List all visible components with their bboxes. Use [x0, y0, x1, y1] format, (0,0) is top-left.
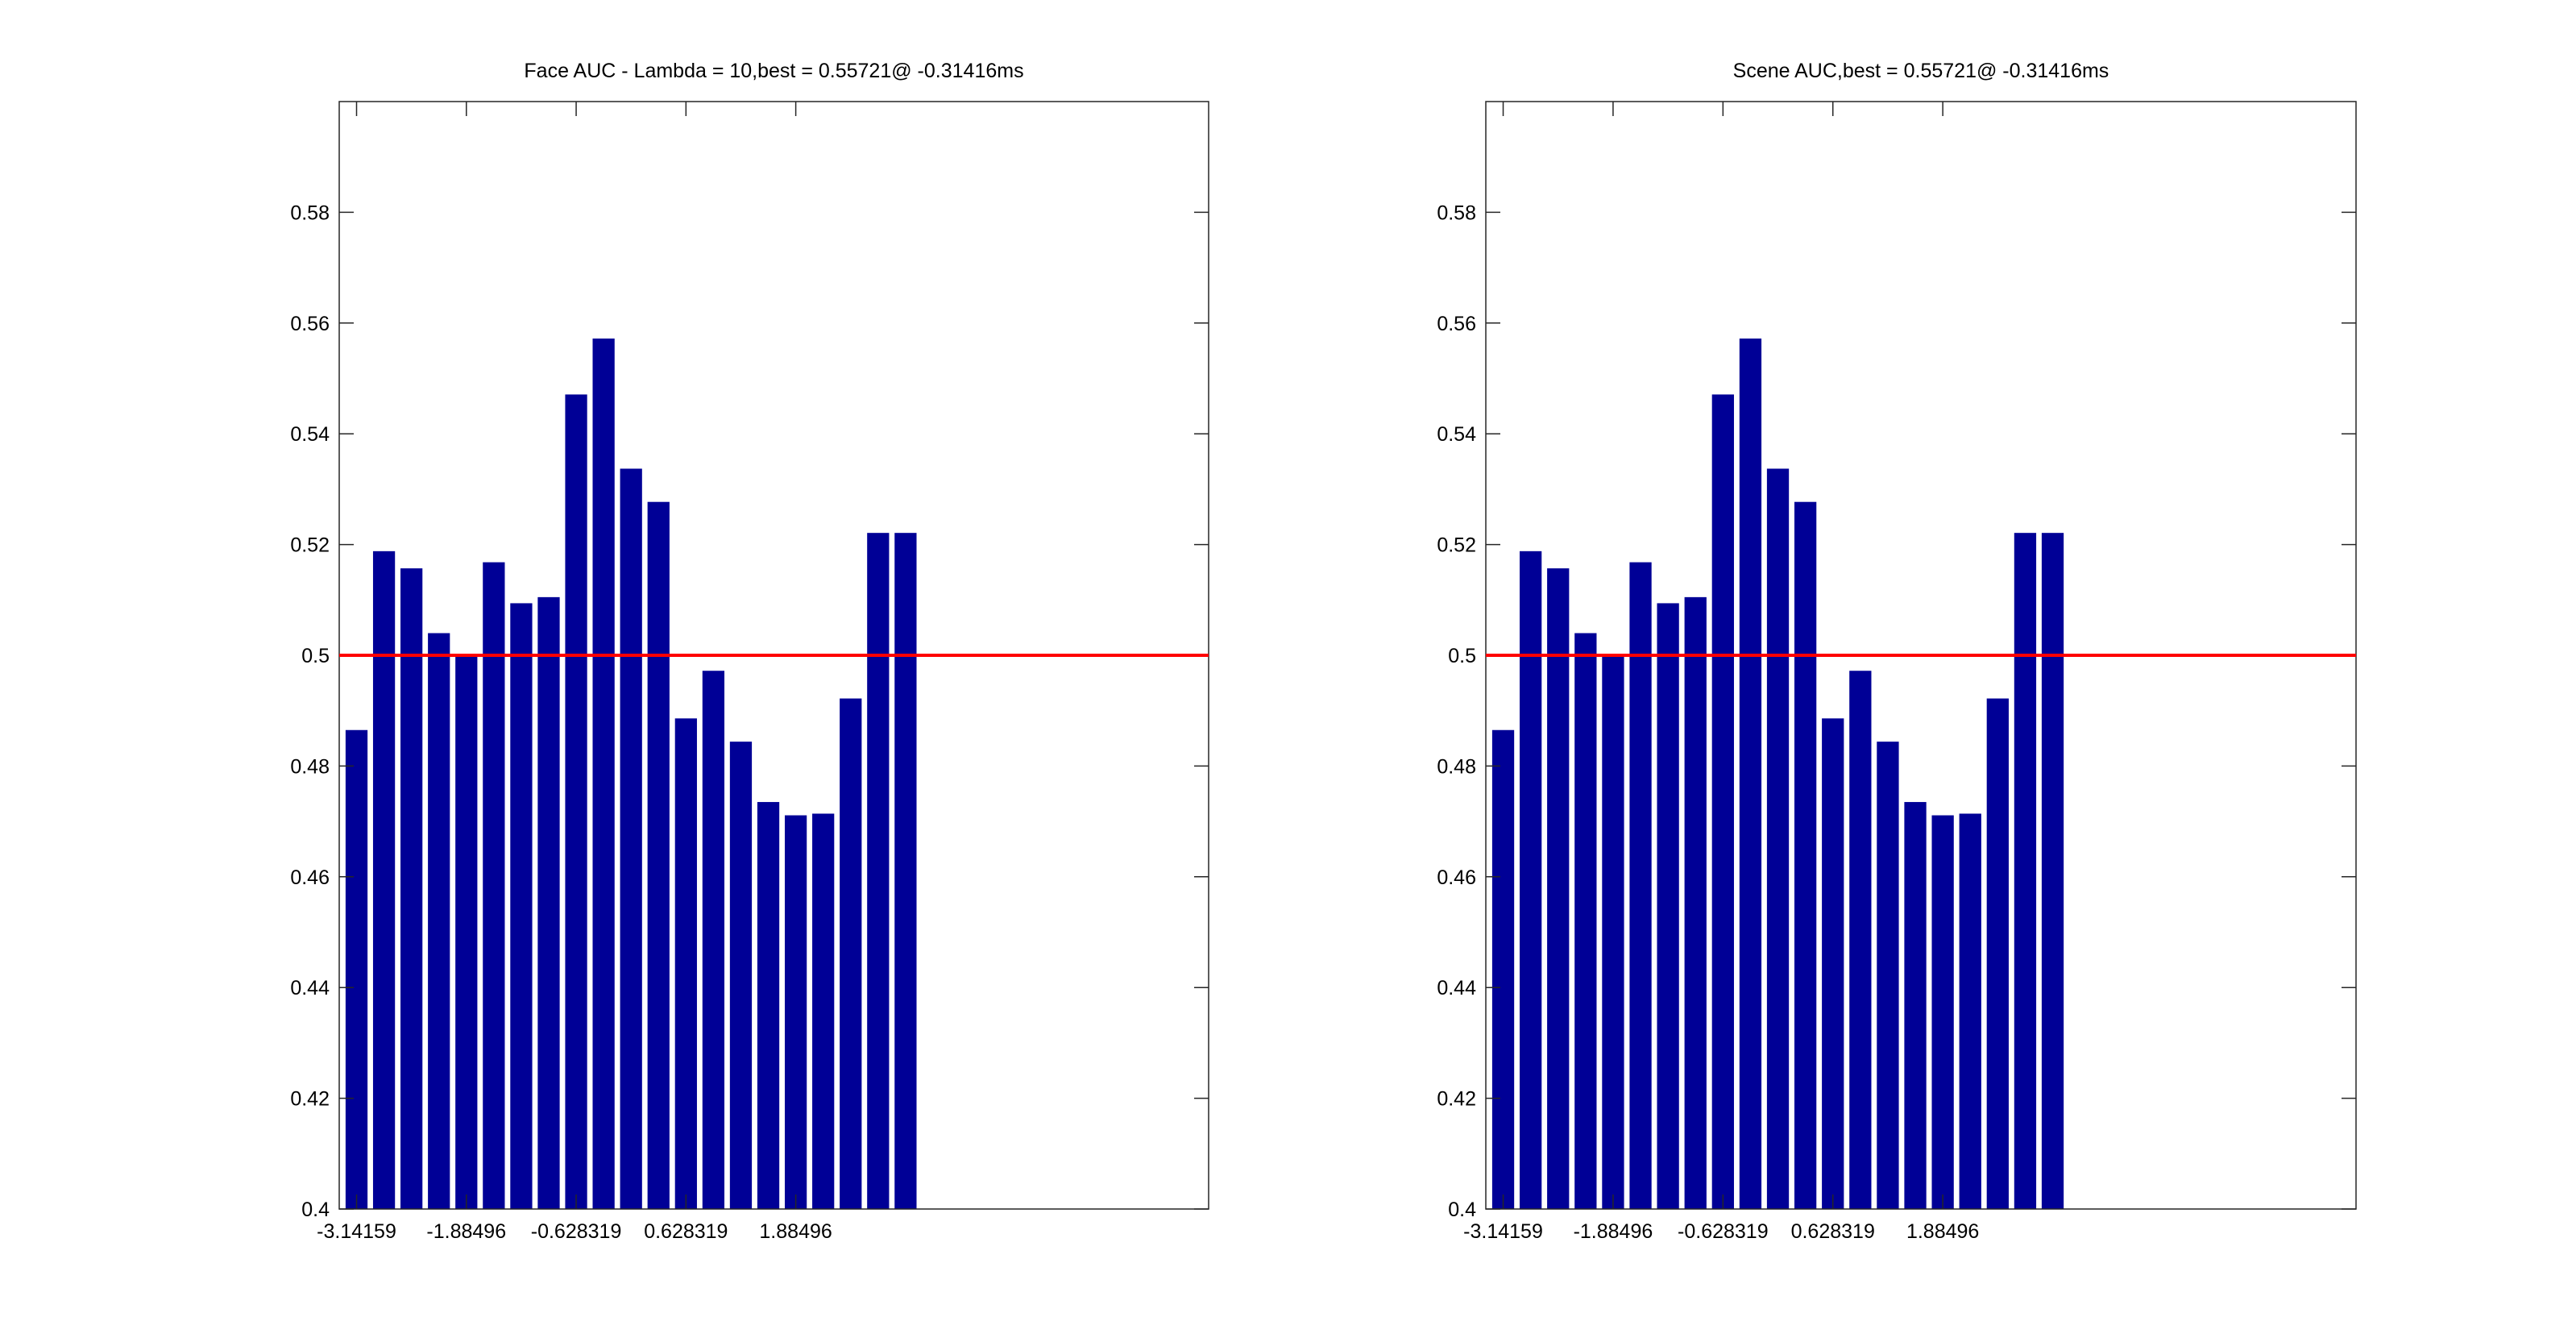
bar [840, 698, 862, 1209]
bar [372, 551, 396, 1209]
bar [1629, 562, 1652, 1209]
y-tick-label: 0.5 [1448, 645, 1476, 667]
bar [1959, 813, 1981, 1209]
bar [784, 815, 807, 1209]
bar [894, 533, 917, 1209]
y-tick-label: 0.52 [1437, 534, 1476, 557]
y-tick-label: 0.46 [1437, 866, 1476, 889]
y-tick-label: 0.44 [290, 977, 330, 999]
y-tick-label: 0.48 [1437, 755, 1476, 778]
bar [1574, 633, 1597, 1209]
bar [428, 633, 450, 1209]
bar [1904, 802, 1927, 1209]
bar [647, 501, 670, 1209]
y-tick-label: 0.52 [290, 534, 330, 557]
bar [483, 562, 505, 1209]
bar [1766, 468, 1790, 1209]
bar [537, 596, 560, 1209]
bar [1711, 394, 1734, 1210]
bar [757, 802, 780, 1209]
y-tick-label: 0.58 [290, 202, 330, 224]
bar [1877, 742, 1899, 1209]
x-tick-label: 1.88496 [1906, 1220, 1979, 1243]
y-tick-label: 0.4 [301, 1199, 330, 1221]
y-tick-label: 0.48 [290, 755, 330, 778]
bar [1931, 815, 1954, 1209]
bar [1822, 718, 1844, 1209]
y-tick-label: 0.54 [290, 423, 330, 446]
bar [1794, 501, 1817, 1209]
x-tick-label: -3.14159 [1463, 1220, 1543, 1243]
scene-auc-chart-title: Scene AUC,best = 0.55721@ -0.31416ms [1733, 60, 2109, 82]
bar [1739, 339, 1762, 1209]
x-tick-label: -1.88496 [1574, 1220, 1653, 1243]
bar [1849, 671, 1872, 1209]
x-tick-label: -1.88496 [426, 1220, 506, 1243]
y-tick-label: 0.5 [301, 645, 330, 667]
face-auc-chart: Face AUC - Lambda = 10,best = 0.55721@ -… [290, 60, 1209, 1243]
bar [592, 339, 615, 1209]
y-tick-label: 0.4 [1448, 1199, 1476, 1221]
y-tick-label: 0.58 [1437, 202, 1476, 224]
y-tick-label: 0.54 [1437, 423, 1476, 446]
bar [455, 655, 478, 1209]
scene-auc-chart: Scene AUC,best = 0.55721@ -0.31416ms 0.4… [1437, 60, 2357, 1243]
bar [1547, 568, 1570, 1209]
x-tick-label: 1.88496 [759, 1220, 832, 1243]
bar [674, 718, 697, 1209]
face-auc-chart-title: Face AUC - Lambda = 10,best = 0.55721@ -… [524, 60, 1023, 82]
bar [345, 729, 368, 1209]
bar [2041, 533, 2064, 1209]
bar [1491, 729, 1515, 1209]
x-tick-label: -0.628319 [1678, 1220, 1769, 1243]
y-tick-label: 0.56 [1437, 313, 1476, 335]
bar [1657, 603, 1679, 1209]
bar [1602, 655, 1624, 1209]
y-tick-label: 0.44 [1437, 977, 1476, 999]
bar [510, 603, 533, 1209]
bar [400, 568, 423, 1209]
y-tick-label: 0.42 [290, 1088, 330, 1111]
bar [729, 742, 753, 1209]
y-tick-label: 0.46 [290, 866, 330, 889]
bar [620, 468, 642, 1209]
x-tick-label: -0.628319 [531, 1220, 622, 1243]
x-tick-label: 0.628319 [644, 1220, 728, 1243]
x-tick-label: -3.14159 [317, 1220, 396, 1243]
bar [1684, 596, 1707, 1209]
y-tick-label: 0.56 [290, 313, 330, 335]
bar [565, 394, 587, 1210]
y-tick-label: 0.42 [1437, 1088, 1476, 1111]
bar [702, 671, 725, 1209]
bar [867, 533, 890, 1209]
bar [2014, 533, 2037, 1209]
bar [812, 813, 835, 1209]
bar [1986, 698, 2009, 1209]
x-tick-label: 0.628319 [1791, 1220, 1875, 1243]
bar [1519, 551, 1542, 1209]
